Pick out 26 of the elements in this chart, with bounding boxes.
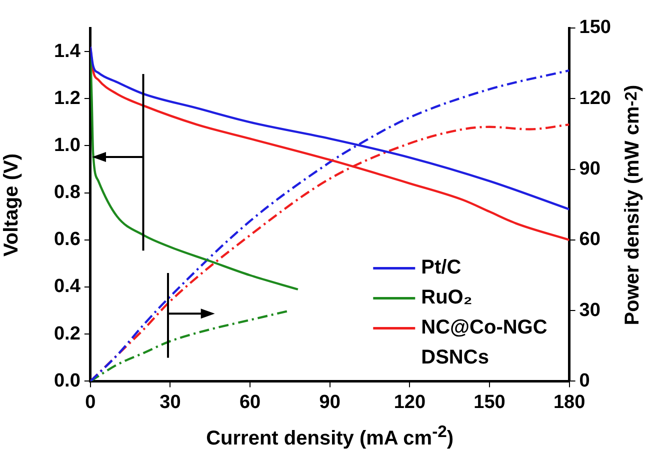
x-axis-title: Current density (mA cm$^{-2}$) — [206, 422, 454, 451]
y-tick-label: 1.0 — [54, 134, 80, 156]
y2-tick-label: 60 — [579, 229, 600, 250]
y-axis-title: Voltage (V) — [0, 153, 24, 256]
y-tick-label: 0.2 — [54, 323, 80, 344]
x-tick-label: 180 — [553, 392, 586, 413]
x-tick-label: 60 — [239, 392, 261, 413]
x-tick-label: 30 — [160, 392, 181, 413]
y-tick-label: 0.8 — [54, 182, 80, 204]
y-tick-label: 0.4 — [54, 276, 81, 298]
x-tick-label: 120 — [394, 392, 426, 413]
x-tick-label: 90 — [319, 392, 340, 413]
y2-tick-label: 120 — [579, 88, 611, 109]
y2-tick-label: 150 — [579, 17, 611, 38]
legend-label: NC@Co-NGC DSNCs — [421, 316, 548, 369]
y-tick-label: 0.0 — [54, 370, 80, 392]
y-tick-label: 1.4 — [54, 40, 81, 62]
y-tick-label: 1.2 — [54, 88, 80, 109]
x-tick-label: 150 — [474, 392, 506, 413]
legend-label: Pt/C — [421, 256, 462, 279]
x-tick-label: 0 — [85, 392, 96, 413]
y-tick-label: 0.6 — [54, 229, 80, 250]
y2-tick-label: 30 — [579, 300, 600, 321]
y2-tick-label: 0 — [579, 370, 590, 392]
legend-label: RuO₂ — [421, 286, 472, 309]
y2-tick-label: 90 — [579, 158, 600, 180]
